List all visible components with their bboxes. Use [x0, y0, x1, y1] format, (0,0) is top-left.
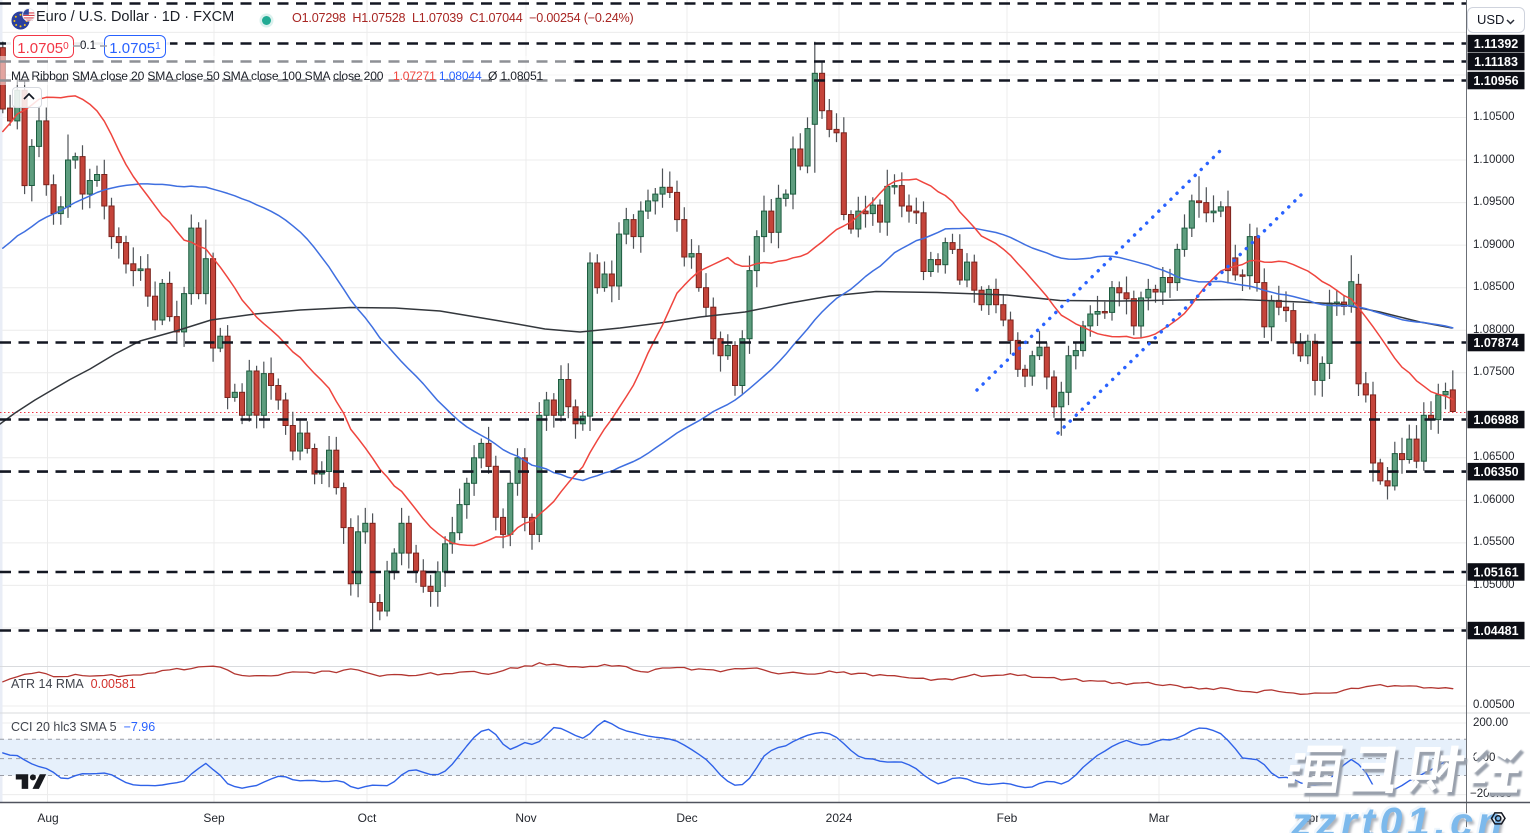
- svg-text:1.07874: 1.07874: [1473, 336, 1518, 350]
- svg-text:1.06350: 1.06350: [1473, 465, 1518, 479]
- svg-text:1.04481: 1.04481: [1473, 624, 1518, 638]
- svg-text:1.06988: 1.06988: [1473, 413, 1518, 427]
- svg-text:1.11392: 1.11392: [1474, 37, 1519, 51]
- svg-text:1.10956: 1.10956: [1473, 74, 1518, 88]
- svg-text:1.05161: 1.05161: [1473, 565, 1518, 579]
- svg-text:1.11183: 1.11183: [1474, 55, 1518, 69]
